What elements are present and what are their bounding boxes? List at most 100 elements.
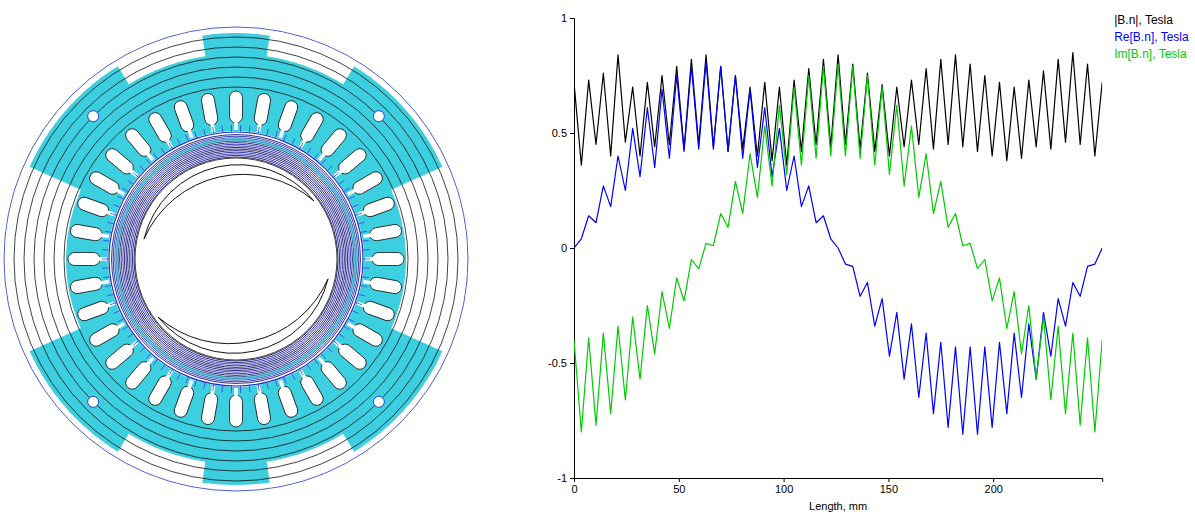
tick-label: 50 [673, 483, 685, 495]
slot-body [276, 99, 299, 134]
slot-body [253, 392, 271, 426]
normal-vector [362, 276, 369, 278]
slot-opening [116, 322, 126, 330]
normal-vector [204, 129, 206, 136]
flux-line [54, 77, 418, 441]
slot-opening [278, 380, 284, 390]
series-line [574, 64, 1102, 432]
slot [76, 195, 117, 221]
slot [87, 318, 127, 349]
normal-vector [107, 294, 114, 296]
normal-vector [240, 125, 241, 132]
rotor-flux-line [115, 138, 357, 380]
tick-mark [570, 478, 574, 479]
normal-vector [146, 159, 151, 164]
rotor-flux-line [131, 154, 341, 364]
slot [87, 169, 127, 200]
normal-vector [344, 188, 350, 192]
bolt-hole [88, 111, 99, 122]
flux-line [158, 279, 328, 353]
slot-body [200, 92, 218, 126]
normal-vector [231, 386, 232, 393]
slot-opening [165, 370, 173, 380]
normal-vector [314, 359, 318, 365]
slot [365, 253, 404, 266]
normal-vector [186, 377, 189, 383]
slot [355, 297, 396, 323]
tick: -0.5 [548, 357, 574, 369]
normal-vector [161, 364, 165, 370]
slot-body [146, 110, 173, 144]
normal-vector [105, 285, 112, 286]
bolt-hole [88, 396, 99, 407]
slot-opening [187, 380, 193, 390]
normal-vector [292, 373, 295, 379]
normal-vector [249, 126, 251, 133]
tick-mark [993, 478, 994, 482]
tick-label: -1 [557, 472, 567, 484]
normal-vector [348, 196, 354, 199]
slot [146, 110, 177, 150]
slot-opening [334, 169, 343, 178]
slot [274, 378, 300, 419]
normal-vector [363, 267, 370, 268]
normal-vector [267, 129, 269, 136]
tick-label: 0 [561, 242, 567, 254]
legend-entry: |B.n|, Tesla [1114, 13, 1173, 27]
slot [344, 169, 384, 200]
slot-opening [100, 280, 109, 285]
flux-line [44, 67, 428, 451]
normal-vector [133, 341, 138, 345]
normal-vector [360, 231, 367, 232]
normal-vector [358, 294, 365, 296]
normal-vector [249, 385, 251, 392]
slot-body [351, 169, 385, 196]
slot-body [362, 299, 397, 322]
slot [103, 337, 141, 372]
rotor-flux-line [120, 143, 353, 376]
tick: 100 [775, 478, 793, 495]
normal-vector [275, 380, 277, 387]
normal-vector [348, 319, 354, 322]
normal-vector [195, 380, 197, 387]
rotor-flux-line [118, 141, 354, 377]
normal-vector [128, 180, 134, 184]
normal-vector [284, 135, 287, 141]
normal-vector [358, 222, 365, 224]
normal-vector [363, 249, 370, 250]
tick-mark [679, 478, 680, 482]
tick: 0 [561, 242, 574, 254]
normal-vector [221, 385, 223, 392]
slot [314, 354, 349, 392]
slot [355, 195, 396, 221]
legend: |B.n|, TeslaRe[B.n], TeslaIm[B.n], Tesla [1114, 13, 1189, 61]
axis-line [570, 19, 575, 479]
flux-line [144, 165, 314, 239]
slot-body [172, 385, 195, 420]
slot [76, 297, 117, 323]
slot-body [76, 299, 111, 322]
normal-vector [333, 173, 338, 177]
slot [230, 91, 243, 130]
normal-vector [321, 353, 326, 358]
flux-line [34, 57, 438, 461]
rotor-flux-line [129, 152, 343, 366]
normal-vector [307, 364, 311, 370]
slot-opening [347, 188, 357, 196]
normal-vector [102, 267, 109, 268]
slot-body [276, 385, 299, 420]
normal-vector [169, 143, 173, 149]
normal-vector [355, 213, 362, 215]
normal-vector [284, 377, 287, 383]
normal-vector [114, 311, 120, 314]
normal-vector [314, 153, 318, 159]
slot [274, 99, 300, 140]
normal-vector [114, 204, 120, 207]
slot-opening [234, 388, 238, 397]
slot-body [369, 223, 403, 241]
rotor-flux-line [121, 144, 351, 374]
normal-vector [355, 302, 362, 304]
normal-vector [177, 373, 180, 379]
slot-body [146, 374, 173, 408]
slot-body [369, 276, 403, 294]
